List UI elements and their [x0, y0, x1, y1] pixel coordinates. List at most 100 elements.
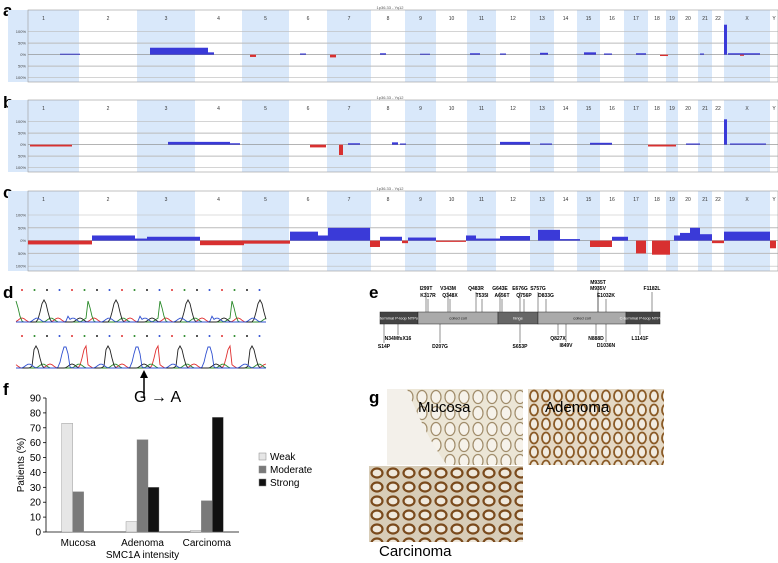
mutation-label-top: M935V [590, 286, 607, 292]
base-call-dot [233, 335, 236, 337]
chrom-label: 10 [449, 16, 455, 22]
chrom-shade [405, 191, 436, 271]
base-call-dot [71, 289, 73, 291]
x-tick-label: Carcinoma [183, 538, 232, 549]
chrom-label: 15 [586, 16, 592, 22]
mutation-label-top: E1032K [597, 293, 615, 299]
y-tick-label: 40 [30, 468, 42, 479]
chrom-label: 17 [633, 106, 639, 112]
cnv-ytick: 50% [18, 225, 26, 230]
chrom-label: 6 [307, 16, 310, 22]
chrom-shade [242, 100, 289, 172]
chrom-label: 17 [633, 197, 639, 203]
chrom-label: 7 [348, 197, 351, 203]
chrom-shade [530, 100, 554, 172]
cnv-segment [348, 143, 360, 145]
cnv-ytick: 0% [20, 142, 26, 147]
base-call-dot [83, 289, 86, 291]
chrom-shade [327, 100, 371, 172]
micrograph-adenoma [528, 389, 664, 465]
mutation-label: G → A [134, 389, 181, 407]
base-call-dot [58, 289, 61, 291]
chrom-label: 8 [387, 197, 390, 203]
chrom-label: 16 [609, 197, 615, 203]
chrom-label: 3 [165, 106, 168, 112]
cnv-header: 1p36.33 - Yq12 [377, 5, 405, 10]
base-call-dot [21, 335, 23, 337]
y-tick-label: 80 [30, 408, 42, 419]
chrom-label: 21 [702, 16, 708, 22]
base-call-dot [108, 335, 111, 337]
chrom-label: X [745, 16, 749, 22]
mutation-label-bottom: S653P [512, 344, 528, 350]
cnv-segment [244, 240, 290, 244]
mutation-label-bottom: N34MfsX16 [385, 336, 412, 342]
panel-label-f: f [3, 380, 9, 399]
base-call-dot [171, 289, 173, 291]
base-call-dot [96, 289, 98, 291]
smc1a-bar-chart: 0 10 20 30 40 50 60 70 80 90 Mucosa Adenoma Carcinom… [16, 394, 313, 562]
cnv-segment [648, 144, 676, 147]
chrom-label: 18 [654, 106, 660, 112]
chrom-label: 6 [307, 106, 310, 112]
chrom-label: 1 [42, 16, 45, 22]
chrom-shade [724, 191, 770, 271]
cnv-segment [147, 236, 200, 241]
cnv-segment [476, 238, 500, 241]
cnv-segment [700, 234, 712, 241]
chrom-label: 12 [510, 197, 516, 203]
chrom-label: 15 [586, 106, 592, 112]
chrom-shade [666, 100, 678, 172]
bar [190, 530, 202, 533]
cnv-segment [400, 143, 406, 145]
cnv-segment [436, 240, 466, 242]
cnv-segment [230, 143, 240, 145]
panel-label-e: e [369, 283, 379, 302]
base-call-dot [46, 289, 48, 291]
chrom-label: 12 [510, 16, 516, 22]
chrom-label: 2 [107, 106, 110, 112]
cnv-segment [540, 143, 552, 145]
cnv-segment [740, 54, 744, 56]
cnv-segment [590, 142, 612, 145]
chrom-label: 14 [563, 106, 569, 112]
cnv-segment [200, 240, 244, 246]
mutation-label-top: Q483R [468, 286, 484, 292]
cnv-segment [724, 24, 727, 55]
cnv-segment [500, 235, 530, 241]
cnv-segment [370, 240, 380, 247]
base-call-dot [33, 335, 36, 337]
chrom-shade [8, 10, 79, 82]
cnv-segment [584, 52, 596, 55]
chrom-shade [530, 10, 554, 82]
chrom-shade [698, 100, 712, 172]
mucosa-label: Mucosa [418, 399, 471, 416]
y-tick-label: 70 [30, 423, 42, 434]
chrom-label: 22 [715, 106, 721, 112]
base-call-dot [183, 289, 186, 291]
chrom-shade [698, 10, 712, 82]
chrom-shade [467, 10, 496, 82]
protein-domain-label: N-terminal P-loop NTPase [376, 316, 423, 321]
protein-domain-label: coiled coil [573, 316, 591, 321]
base-call-dot [221, 289, 223, 291]
chrom-label: 9 [419, 16, 422, 22]
base-call-dot [158, 335, 161, 337]
cnv-frame [27, 190, 778, 272]
cnv-segment [636, 240, 646, 254]
cnv-ytick: 100% [16, 75, 27, 80]
chrom-label: 9 [419, 197, 422, 203]
mutation-label-bottom: D207G [432, 344, 448, 350]
cnv-segment [700, 53, 704, 55]
base-call-dot [121, 289, 123, 291]
chrom-label: 19 [669, 16, 675, 22]
mutation-to: A [170, 389, 182, 406]
mutation-label-top: D833G [538, 293, 554, 299]
base-call-dot [158, 289, 161, 291]
cnv-segment [470, 53, 480, 55]
base-call-dot [196, 335, 198, 337]
base-call-dot [246, 289, 248, 291]
chrom-label: 4 [217, 16, 220, 22]
base-call-dot [83, 335, 86, 337]
chrom-label: 11 [479, 106, 484, 112]
